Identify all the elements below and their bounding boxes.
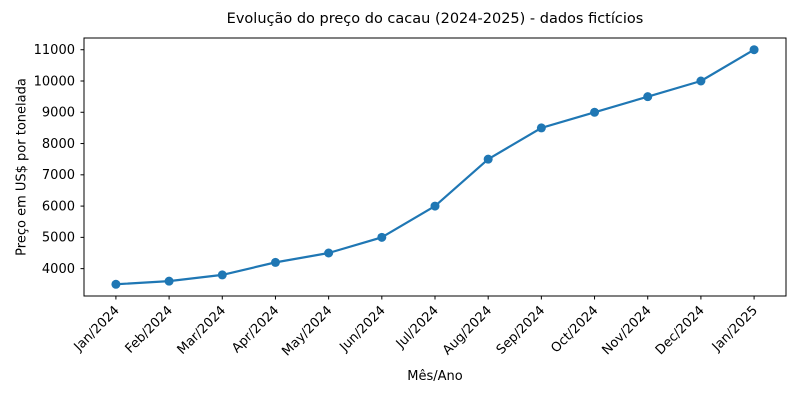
data-point [217, 270, 227, 280]
x-tick-label: Sep/2024 [494, 303, 548, 357]
x-tick-label: Jun/2024 [336, 303, 388, 355]
x-tick-label: Mar/2024 [175, 303, 229, 357]
data-point [483, 154, 493, 164]
data-point [270, 257, 280, 267]
x-tick-label: Feb/2024 [123, 303, 176, 356]
y-tick-label: 4000 [42, 262, 75, 277]
y-tick-label: 10000 [34, 74, 75, 89]
data-point [536, 123, 546, 133]
y-tick-label: 11000 [34, 43, 75, 58]
x-tick-label: Aug/2024 [440, 303, 495, 358]
x-tick-label: Oct/2024 [548, 303, 601, 356]
x-axis-label: Mês/Ano [407, 369, 463, 384]
data-point [590, 107, 600, 117]
y-tick-label: 5000 [42, 231, 75, 246]
x-tick-label: Dec/2024 [653, 303, 708, 358]
y-tick-label: 6000 [42, 199, 75, 214]
x-tick-label: Apr/2024 [229, 303, 282, 356]
x-tick-label: Jul/2024 [393, 303, 442, 352]
data-point [164, 276, 174, 286]
data-point [111, 279, 121, 289]
data-point [430, 201, 440, 211]
y-tick-label: 9000 [42, 106, 75, 121]
data-point [643, 92, 653, 102]
axes-spines [83, 37, 787, 297]
y-tick-label: 7000 [42, 168, 75, 183]
x-tick-label: Jan/2025 [709, 303, 761, 355]
x-tick-label: May/2024 [279, 303, 335, 359]
data-point [324, 248, 334, 258]
series-line [114, 48, 756, 286]
y-tick-label: 8000 [42, 137, 75, 152]
data-point [377, 232, 387, 242]
chart-title: Evolução do preço do cacau (2024-2025) -… [226, 11, 644, 27]
x-tick-label: Nov/2024 [600, 303, 655, 358]
x-tick-label: Jan/2024 [71, 303, 123, 355]
data-point [749, 45, 759, 55]
data-point [696, 76, 706, 86]
